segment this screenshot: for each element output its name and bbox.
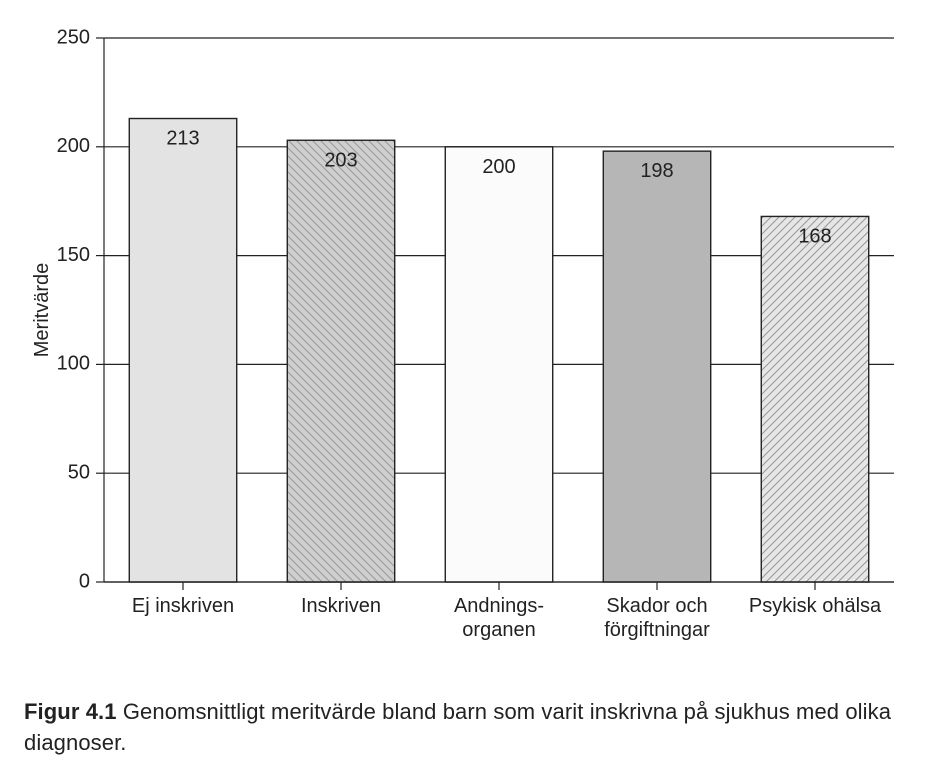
y-tick-label: 200 bbox=[57, 135, 90, 157]
bar bbox=[445, 147, 552, 582]
figure-caption-lead: Figur 4.1 bbox=[24, 699, 117, 724]
bar bbox=[129, 119, 236, 582]
bar-value-label: 213 bbox=[166, 128, 199, 150]
bar-value-label: 200 bbox=[482, 156, 515, 178]
y-tick-label: 0 bbox=[79, 570, 90, 592]
y-tick-label: 100 bbox=[57, 353, 90, 375]
y-tick-label: 150 bbox=[57, 244, 90, 266]
category-label: Ej inskriven bbox=[132, 595, 234, 617]
category-label: Inskriven bbox=[301, 595, 381, 617]
y-tick-label: 50 bbox=[68, 461, 90, 483]
bar-value-label: 203 bbox=[324, 149, 357, 171]
y-axis-label: Meritvärde bbox=[31, 263, 53, 357]
y-tick-label: 250 bbox=[57, 26, 90, 48]
figure-caption-text: Genomsnittligt meritvärde bland barn som… bbox=[24, 699, 891, 755]
bar-value-label: 168 bbox=[798, 225, 831, 247]
bar bbox=[287, 140, 394, 582]
bar-chart: 0 50 100 150 200 250 Meritvärde 213 Ej inskriven… bbox=[24, 20, 906, 685]
bar bbox=[603, 151, 710, 582]
category-label: Psykisk ohälsa bbox=[749, 595, 882, 617]
bar bbox=[761, 216, 868, 582]
bar-value-label: 198 bbox=[640, 160, 673, 182]
figure-caption: Figur 4.1 Genomsnittligt meritvärde blan… bbox=[24, 697, 906, 759]
